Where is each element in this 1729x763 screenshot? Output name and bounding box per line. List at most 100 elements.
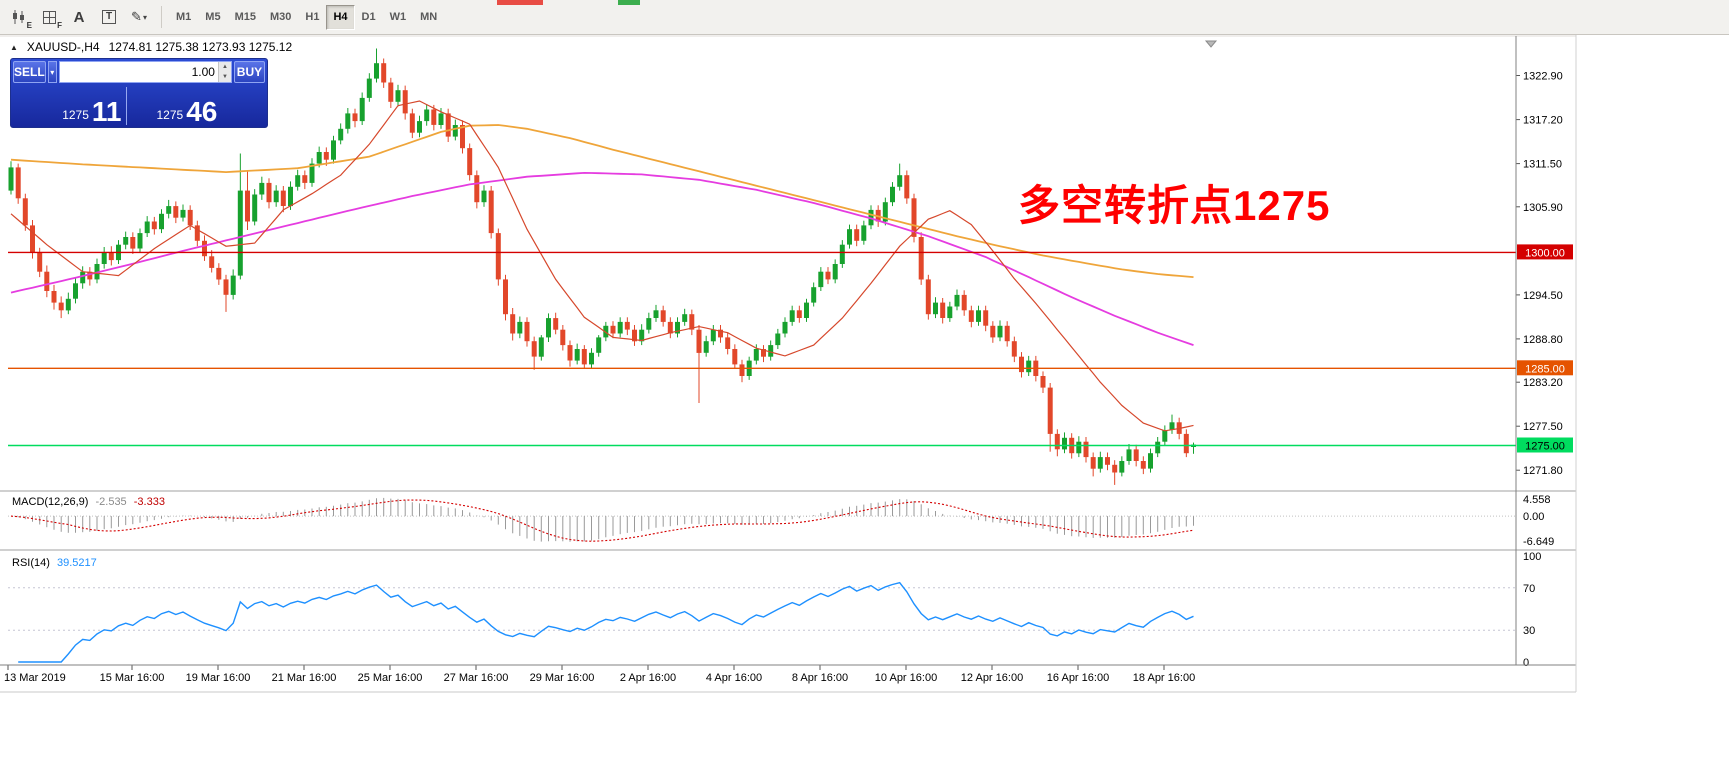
time-axis[interactable] — [0, 666, 1516, 691]
macd-signal-value: -3.333 — [133, 496, 165, 508]
volume-input[interactable] — [59, 62, 218, 82]
timeframe-button-m15[interactable]: M15 — [234, 11, 256, 23]
buy-button[interactable]: BUY — [233, 61, 265, 83]
spin-up-icon[interactable]: ▲ — [218, 62, 231, 72]
one-click-toggle-icon[interactable]: ▲ — [10, 42, 18, 52]
candle-body — [374, 63, 379, 79]
candle-body — [273, 190, 279, 203]
volume-input-wrap: ▲ ▼ — [58, 61, 232, 83]
candle-body — [388, 82, 394, 102]
timeframe-button-w1[interactable]: W1 — [389, 11, 407, 23]
time-axis-label: 15 Mar 16:00 — [100, 672, 165, 684]
timeframe-group: M1 M5 M15 M30 H1 H4 D1 W1 MN — [169, 4, 444, 30]
candle-body — [237, 190, 243, 276]
price-axis-label: 1271.80 — [1523, 465, 1563, 477]
candle-body — [331, 140, 336, 160]
candle-body — [1183, 433, 1189, 454]
sell-button[interactable]: SELL — [13, 61, 46, 83]
candle-body — [230, 275, 236, 295]
candle-body — [1155, 441, 1161, 454]
candle-body — [87, 271, 93, 280]
time-axis-label: 10 Apr 16:00 — [875, 672, 937, 684]
price-badge — [1517, 360, 1573, 376]
candle-body — [302, 175, 308, 183]
candle-body — [531, 341, 537, 357]
timeframe-button-h4[interactable]: H4 — [326, 4, 355, 30]
candle-body — [811, 287, 817, 303]
candle-body — [589, 352, 594, 365]
candle-body — [639, 329, 645, 342]
timeframe-button-m30[interactable]: M30 — [269, 11, 292, 23]
chart-shift-marker-icon[interactable] — [1204, 40, 1218, 48]
bid-price[interactable]: 1275 11 — [13, 85, 126, 127]
macd-main-value: -2.535 — [95, 496, 127, 508]
candle-body — [553, 318, 559, 330]
candle-body — [546, 318, 551, 338]
candle-body — [187, 209, 193, 226]
volume-dropdown-button[interactable]: ▾ — [47, 61, 57, 83]
chart-annotation-text[interactable]: 多空转折点1275 — [1018, 182, 1331, 229]
candle-body — [890, 186, 895, 203]
price-axis-label: 1322.90 — [1523, 71, 1563, 83]
candle-body — [101, 252, 107, 264]
candle-body — [646, 318, 652, 330]
candle-body — [796, 310, 802, 318]
text-label-icon[interactable]: T — [95, 5, 123, 30]
price-badge-label: 1275.00 — [1525, 441, 1565, 453]
timeframe-button-m1[interactable]: M1 — [176, 11, 192, 23]
spin-down-icon[interactable]: ▼ — [218, 72, 231, 82]
candle-body — [904, 175, 910, 199]
timeframe-button-m5[interactable]: M5 — [205, 11, 221, 23]
trade-prices-row: 1275 11 1275 46 — [13, 85, 265, 127]
price-divider — [125, 87, 127, 125]
draw-tool-icon[interactable]: ✎ ▾ — [125, 5, 153, 30]
toolbar-artifact-red — [497, 0, 543, 5]
grid-icon[interactable]: F — [35, 5, 63, 30]
macd-axis-label: -6.649 — [1523, 536, 1554, 548]
candle-body — [245, 190, 250, 222]
font-tool-icon[interactable]: A — [65, 5, 93, 30]
candle-body — [1076, 441, 1082, 454]
candle-body — [954, 294, 960, 307]
candlestick-chart-icon[interactable]: E — [5, 5, 33, 30]
candle-body — [1047, 387, 1053, 434]
candle-body — [1148, 453, 1153, 469]
candle-body — [610, 325, 616, 334]
candle-body — [323, 152, 329, 160]
candle-body — [961, 294, 967, 311]
time-axis-label: 2 Apr 16:00 — [620, 672, 676, 684]
price-badge — [1517, 437, 1573, 453]
candle-body — [467, 148, 473, 176]
candle-body — [73, 283, 78, 299]
candle-body — [517, 321, 523, 334]
candle-body — [316, 152, 322, 164]
price-axis[interactable] — [1516, 36, 1576, 665]
candle-body — [151, 221, 157, 230]
candle-body — [1019, 356, 1024, 373]
candle-body — [660, 310, 666, 322]
macd-indicator-label: MACD(12,26,9) -2.535 -3.333 — [12, 496, 165, 508]
time-axis-label: 12 Apr 16:00 — [961, 672, 1023, 684]
candle-body — [1097, 457, 1103, 469]
candle-body — [1140, 461, 1146, 469]
macd-signal-line — [10, 499, 1194, 542]
candle-body — [1011, 341, 1017, 357]
candle-body — [123, 237, 129, 245]
candle-body — [180, 209, 186, 218]
rsi-axis-label: 30 — [1523, 625, 1535, 637]
timeframe-button-d1[interactable]: D1 — [361, 11, 376, 23]
price-axis-label: 1294.50 — [1523, 290, 1563, 302]
timeframe-button-h1[interactable]: H1 — [305, 11, 320, 23]
candle-body — [689, 314, 695, 330]
ask-price[interactable]: 1275 46 — [127, 85, 266, 127]
candle-body — [718, 329, 723, 338]
candle-body — [1169, 422, 1175, 430]
candle-body — [854, 229, 860, 241]
candle-body — [1040, 376, 1046, 388]
candle-body — [567, 345, 573, 361]
timeframe-button-mn[interactable]: MN — [420, 11, 438, 23]
candle-body — [22, 198, 28, 226]
candle-body — [338, 128, 344, 141]
candle-body — [194, 225, 200, 241]
